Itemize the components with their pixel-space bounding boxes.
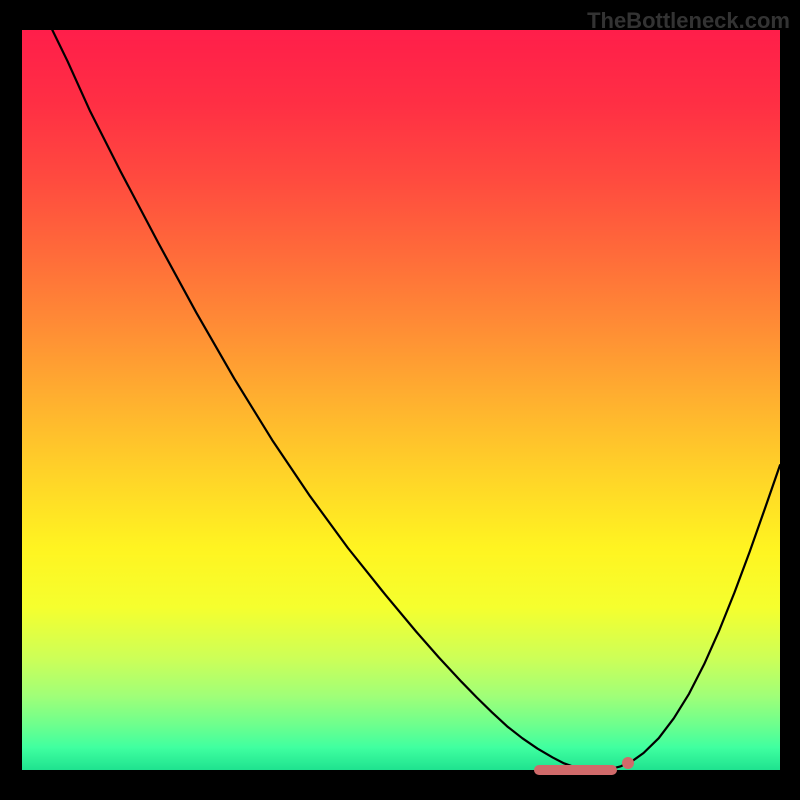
- chart-canvas: TheBottleneck.com: [0, 0, 800, 800]
- bottleneck-curve: [52, 30, 780, 770]
- plot-area: [22, 30, 780, 770]
- highlight-dot: [622, 757, 634, 769]
- curve-svg: [22, 30, 780, 770]
- highlight-segment: [534, 765, 617, 775]
